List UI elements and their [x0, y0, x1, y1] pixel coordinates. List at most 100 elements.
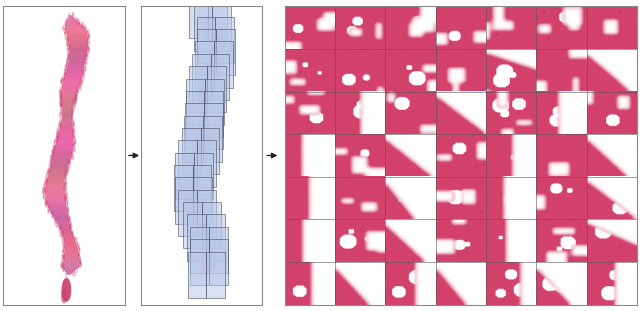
Polygon shape: [199, 88, 216, 89]
Polygon shape: [206, 62, 223, 63]
Polygon shape: [69, 15, 72, 16]
Polygon shape: [49, 207, 67, 208]
Circle shape: [65, 21, 67, 26]
Polygon shape: [61, 106, 73, 107]
Polygon shape: [200, 86, 217, 87]
Polygon shape: [199, 104, 211, 105]
Circle shape: [73, 235, 75, 240]
Circle shape: [54, 218, 55, 221]
Polygon shape: [199, 121, 209, 122]
Polygon shape: [195, 138, 211, 139]
Polygon shape: [62, 84, 80, 85]
Circle shape: [67, 53, 70, 60]
Polygon shape: [203, 30, 224, 31]
Polygon shape: [46, 183, 65, 184]
Bar: [193, 177, 212, 224]
Bar: [190, 239, 209, 285]
Circle shape: [73, 136, 74, 139]
Circle shape: [61, 81, 62, 85]
Polygon shape: [185, 178, 202, 179]
Polygon shape: [68, 18, 75, 19]
Polygon shape: [61, 94, 76, 95]
Circle shape: [77, 90, 79, 93]
Polygon shape: [49, 209, 67, 210]
Circle shape: [66, 38, 68, 45]
Polygon shape: [188, 165, 205, 166]
Circle shape: [46, 171, 48, 177]
Circle shape: [67, 52, 70, 58]
Circle shape: [67, 47, 68, 49]
Polygon shape: [201, 80, 218, 81]
Circle shape: [60, 99, 62, 106]
Circle shape: [66, 172, 67, 176]
Circle shape: [60, 95, 62, 101]
Circle shape: [74, 237, 75, 239]
Circle shape: [67, 210, 69, 214]
Polygon shape: [203, 26, 221, 27]
Polygon shape: [202, 240, 212, 241]
Circle shape: [55, 137, 58, 143]
Circle shape: [45, 175, 47, 178]
Polygon shape: [68, 61, 85, 62]
Polygon shape: [64, 240, 75, 241]
Polygon shape: [186, 175, 203, 176]
Circle shape: [89, 41, 90, 44]
Circle shape: [62, 239, 63, 241]
Polygon shape: [67, 38, 88, 39]
Circle shape: [87, 40, 90, 47]
Polygon shape: [207, 47, 225, 48]
Circle shape: [57, 225, 58, 228]
Circle shape: [54, 141, 55, 144]
Circle shape: [86, 27, 87, 30]
Polygon shape: [70, 55, 86, 56]
Polygon shape: [49, 170, 67, 171]
Circle shape: [77, 243, 78, 245]
Circle shape: [85, 62, 86, 65]
Circle shape: [50, 155, 52, 161]
Polygon shape: [202, 246, 214, 247]
Circle shape: [86, 53, 88, 58]
Polygon shape: [65, 247, 77, 248]
Circle shape: [61, 232, 63, 238]
Circle shape: [71, 115, 73, 120]
Circle shape: [72, 230, 74, 235]
Circle shape: [68, 216, 71, 222]
Circle shape: [63, 256, 65, 261]
Circle shape: [70, 226, 72, 230]
Polygon shape: [202, 242, 213, 243]
Polygon shape: [183, 195, 203, 196]
Circle shape: [73, 133, 74, 136]
Circle shape: [55, 137, 58, 142]
Polygon shape: [206, 44, 225, 45]
Circle shape: [59, 102, 62, 108]
Polygon shape: [47, 202, 66, 203]
Polygon shape: [61, 124, 72, 125]
Circle shape: [65, 197, 67, 202]
Polygon shape: [198, 128, 211, 129]
Polygon shape: [190, 155, 209, 156]
Polygon shape: [204, 35, 225, 36]
Circle shape: [67, 48, 69, 53]
Polygon shape: [207, 60, 223, 61]
Polygon shape: [52, 156, 71, 157]
Circle shape: [81, 78, 83, 80]
Polygon shape: [67, 24, 81, 25]
Polygon shape: [61, 89, 78, 90]
Circle shape: [51, 154, 52, 158]
Circle shape: [61, 77, 63, 83]
Circle shape: [88, 45, 89, 48]
Circle shape: [86, 58, 88, 60]
Polygon shape: [193, 143, 211, 144]
Polygon shape: [51, 213, 68, 214]
Bar: [208, 0, 227, 38]
Circle shape: [69, 217, 71, 221]
Polygon shape: [65, 243, 76, 244]
Polygon shape: [199, 231, 209, 232]
Polygon shape: [199, 90, 216, 91]
Circle shape: [65, 189, 67, 195]
Bar: [197, 190, 216, 236]
Bar: [190, 227, 209, 273]
Polygon shape: [67, 21, 78, 22]
Circle shape: [59, 228, 61, 233]
Circle shape: [65, 64, 67, 67]
